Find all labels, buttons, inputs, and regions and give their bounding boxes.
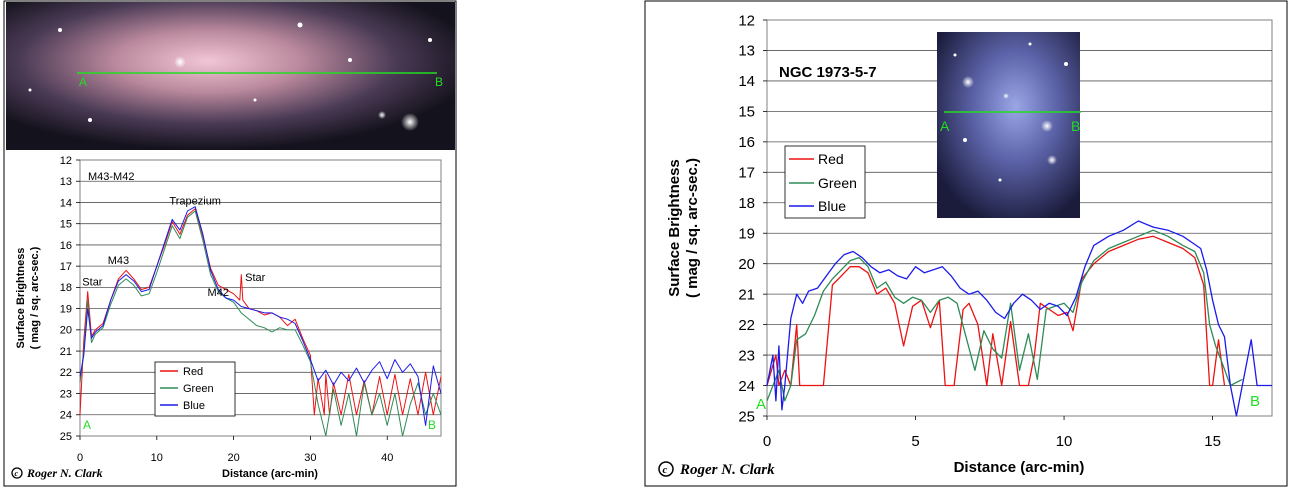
y-tick-label: 20 [738, 256, 755, 273]
y-tick-label: 24 [738, 378, 755, 395]
left-chart-title: M43-M42 [88, 171, 134, 183]
left-y-axis-label-units: ( mag / sq. arc-sec.) [29, 246, 41, 349]
left-x-axis-label: Distance (arc-min) [222, 468, 318, 480]
y-tick-label: 23 [60, 388, 72, 400]
left-endpoint-b: B [428, 418, 436, 432]
left-legend: Red Green Blue [154, 361, 236, 417]
y-tick-label: 21 [60, 346, 72, 358]
y-tick-label: 17 [60, 261, 72, 273]
right-endpoint-b: B [1250, 393, 1260, 410]
left-image-label-a: A [79, 75, 87, 89]
right-copyright-icon [658, 461, 674, 477]
y-tick-label: 19 [60, 303, 72, 315]
y-tick-label: 12 [60, 155, 72, 167]
y-tick-label: 14 [60, 197, 72, 209]
right-x-axis-label: Distance (arc-min) [954, 459, 1085, 476]
left-annotation-m43: M43 [108, 255, 129, 267]
x-tick-label: 0 [763, 433, 771, 450]
right-chart-title: NGC 1973-5-7 [779, 64, 877, 81]
y-tick-label: 18 [738, 195, 755, 212]
right-y-axis-label-units: ( mag / sq. arc-sec.) [684, 158, 701, 298]
y-tick-label: 22 [738, 317, 755, 334]
series-line-green [766, 229, 1243, 402]
left-endpoint-a: A [83, 418, 91, 432]
left-plot-area [79, 159, 442, 437]
x-tick-label: 10 [151, 452, 163, 464]
right-y-axis-label: Surface Brightness [666, 159, 683, 297]
left-copyright-icon [11, 467, 23, 479]
left-x-tick-labels: 0 10 20 30 40 [77, 436, 393, 464]
y-tick-label: 18 [60, 282, 72, 294]
left-gridlines [80, 180, 441, 416]
left-legend-label-green: Green [183, 383, 214, 395]
y-tick-label: 25 [738, 408, 755, 425]
right-series-group [766, 220, 1272, 417]
y-tick-label: 21 [738, 286, 755, 303]
left-annotation-star-1: Star [82, 276, 103, 288]
right-image-label-b: B [1071, 118, 1080, 134]
left-annotation-star-2: Star [245, 272, 266, 284]
right-legend: Red Green Blue [784, 145, 866, 219]
y-tick-label: 22 [60, 367, 72, 379]
left-legend-label-blue: Blue [183, 400, 205, 412]
y-tick-label: 13 [738, 43, 755, 60]
y-tick-label: 16 [738, 134, 755, 151]
y-tick-label: 24 [60, 410, 72, 422]
y-tick-label: 15 [738, 104, 755, 121]
series-line-blue [766, 220, 1272, 417]
y-tick-label: 17 [738, 165, 755, 182]
right-inset-stars [953, 42, 1068, 182]
series-line-red [766, 235, 1226, 387]
x-tick-label: 5 [911, 433, 919, 450]
y-tick-label: 12 [738, 12, 755, 29]
series-line-green [79, 210, 442, 437]
y-tick-label: 13 [60, 176, 72, 188]
left-legend-label-red: Red [183, 366, 203, 378]
right-legend-label-red: Red [818, 151, 844, 167]
left-y-tick-labels: 12 13 14 15 16 17 18 19 20 21 22 23 24 25 [60, 155, 80, 443]
x-tick-label: 0 [77, 452, 83, 464]
y-tick-label: 20 [60, 325, 72, 337]
left-nebula-image [6, 2, 455, 150]
series-line-blue [79, 206, 442, 426]
right-y-tick-labels: 12 13 14 15 16 17 18 19 20 21 22 23 24 25 [738, 12, 767, 425]
left-image-label-b: B [435, 75, 443, 89]
x-tick-label: 10 [1056, 433, 1073, 450]
right-x-tick-labels: 0 5 10 15 [763, 416, 1221, 450]
left-panel: A B 12 13 14 15 16 17 18 19 20 21 22 23 24 25 0 10 20 30… [3, 0, 457, 487]
right-copyright: c Roger N. Clark [658, 461, 775, 478]
x-tick-label: 40 [381, 452, 393, 464]
x-tick-label: 30 [304, 452, 316, 464]
left-chart: 12 13 14 15 16 17 18 19 20 21 22 23 24 25 0 10 20 30 40 M… [11, 155, 442, 480]
left-series-group [79, 206, 442, 437]
y-tick-label: 15 [60, 219, 72, 231]
left-annotation-m42: M42 [208, 287, 229, 299]
left-copyright-c: c [15, 469, 19, 478]
right-copyright-c: c [663, 464, 668, 476]
x-tick-label: 20 [227, 452, 239, 464]
left-annotation-trapezium: Trapezium [169, 196, 221, 208]
y-tick-label: 23 [738, 347, 755, 364]
x-tick-label: 15 [1204, 433, 1221, 450]
left-copyright: c Roger N. Clark [11, 466, 103, 480]
right-credit: Roger N. Clark [679, 462, 775, 478]
right-legend-label-green: Green [818, 175, 857, 191]
y-tick-label: 19 [738, 225, 755, 242]
right-legend-label-blue: Blue [818, 198, 846, 214]
right-image-label-a: A [940, 118, 950, 134]
left-image-stars [28, 22, 432, 131]
right-inset-image [937, 32, 1080, 218]
y-tick-label: 16 [60, 240, 72, 252]
left-y-axis-label: Surface Brightness [15, 248, 27, 349]
y-tick-label: 14 [738, 73, 755, 90]
y-tick-label: 25 [60, 431, 72, 443]
right-endpoint-a: A [756, 396, 766, 413]
left-credit: Roger N. Clark [26, 466, 103, 480]
